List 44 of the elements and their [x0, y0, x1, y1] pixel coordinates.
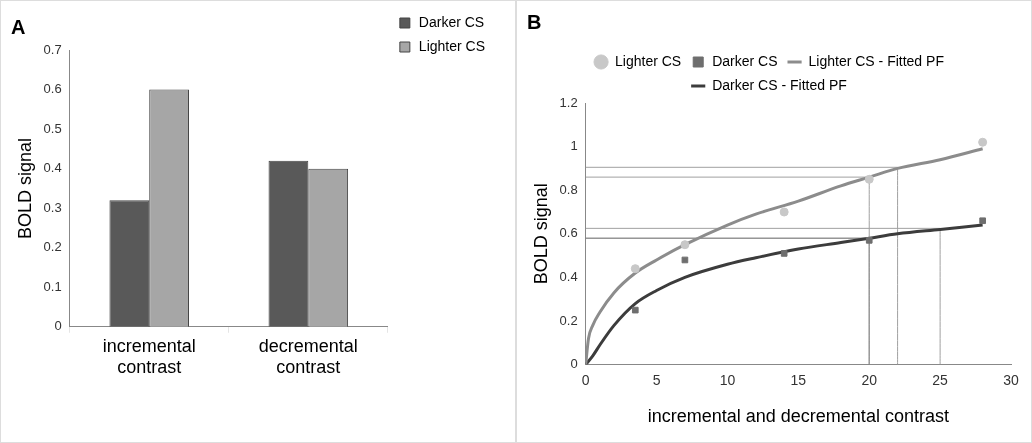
- legend-label: Darker CS - Fitted PF: [712, 76, 847, 93]
- x-tick-label: 0: [581, 371, 590, 388]
- y-tick-label: 0.4: [559, 268, 578, 284]
- x-tick-label: 5: [652, 371, 661, 388]
- chart-title: A: [11, 15, 26, 38]
- point: [780, 250, 788, 257]
- x-tick-label: decremental contrast: [258, 335, 358, 378]
- point: [680, 240, 690, 250]
- x-tick-label: 10: [719, 371, 736, 388]
- x-tick-label: 25: [932, 371, 949, 388]
- y-tick-label: 0.8: [559, 181, 578, 197]
- point: [631, 306, 639, 314]
- y-tick-label: 0.6: [43, 81, 62, 97]
- legend-label: Darker CS: [712, 52, 778, 69]
- legend-label: Lighter CS: [615, 52, 682, 69]
- x-tick-label: 20: [861, 371, 878, 388]
- y-tick-label: 0: [54, 318, 62, 334]
- point: [865, 237, 873, 244]
- y-tick-label: 0.4: [43, 160, 62, 176]
- chart-title: B: [527, 10, 542, 33]
- y-axis-title: BOLD signal: [530, 183, 551, 285]
- legend-label: Darker CS: [418, 13, 485, 30]
- y-axis-title: BOLD signal: [14, 137, 35, 239]
- y-tick-label: 0.5: [43, 120, 62, 136]
- y-tick-label: 0.2: [43, 239, 62, 255]
- x-axis-title: incremental and decremental contrast: [647, 406, 949, 427]
- point: [681, 256, 689, 264]
- point: [978, 137, 988, 147]
- x-tick-label: incremental contrast: [102, 335, 196, 378]
- legend-label: Lighter CS - Fitted PF: [808, 52, 944, 69]
- y-tick-label: 0.7: [43, 41, 62, 57]
- y-tick-label: 0.1: [43, 278, 62, 294]
- y-tick-label: 0.3: [43, 199, 62, 215]
- point: [630, 264, 640, 274]
- y-tick-label: 1.2: [559, 94, 578, 110]
- point: [779, 207, 789, 217]
- y-tick-label: 0.2: [559, 312, 578, 328]
- point: [979, 217, 986, 225]
- x-tick-label: 15: [790, 371, 807, 388]
- y-tick-label: 1: [570, 138, 578, 154]
- y-tick-label: 0.6: [559, 225, 578, 241]
- x-tick-label: 30: [1003, 371, 1019, 388]
- point: [864, 174, 874, 184]
- legend-label: Lighter CS: [418, 37, 486, 54]
